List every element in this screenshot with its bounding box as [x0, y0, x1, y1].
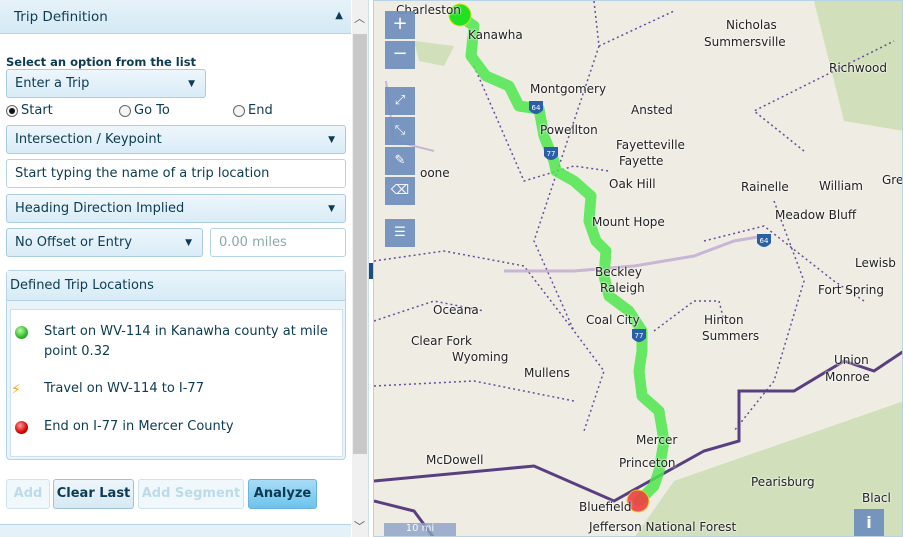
map-label: William: [819, 179, 863, 193]
map-label: Union: [834, 353, 869, 367]
map-label: Oceana: [433, 303, 479, 317]
chevron-down-icon: ▼: [328, 135, 335, 145]
keypoint-select[interactable]: Intersection / Keypoint ▼: [6, 125, 346, 154]
start-marker[interactable]: [448, 3, 472, 27]
green-dot-icon: [15, 326, 28, 339]
map-label: Summersville: [704, 35, 786, 49]
map-label: Hinton: [704, 313, 744, 327]
map-label: Powellton: [540, 123, 598, 137]
map-label: Bluefield: [579, 500, 632, 514]
svg-text:64: 64: [760, 237, 769, 245]
location-input[interactable]: Start typing the name of a trip location: [6, 159, 346, 188]
defined-trip-locations: Defined Trip Locations Start on WV-114 i…: [6, 270, 346, 460]
map-label: Mercer: [636, 433, 678, 447]
map-label: Meadow Bluff: [775, 208, 857, 222]
radio-start[interactable]: Start: [6, 103, 53, 118]
map-label: Raleigh: [600, 281, 645, 295]
scroll-down-icon[interactable]: ﹀: [354, 520, 365, 533]
red-dot-icon: [15, 421, 28, 434]
map-canvas: 64 77 77 64: [374, 1, 902, 536]
interstate-shield-icon: 77: [544, 147, 558, 160]
trip-type-select[interactable]: Enter a Trip ▼: [6, 69, 206, 98]
map-label: Blacl: [862, 491, 891, 505]
svg-text:77: 77: [635, 332, 644, 340]
full-extent-icon[interactable]: ⤢: [385, 87, 415, 115]
map-label: Fayette: [619, 154, 664, 168]
map-label: Rainelle: [741, 180, 789, 194]
interstate-shield-icon: 64: [757, 234, 771, 247]
map-label: Gre: [882, 173, 903, 187]
map-label: Mount Hope: [592, 215, 665, 229]
scrollbar-thumb[interactable]: [353, 34, 367, 454]
select-label: Select an option from the list: [6, 55, 197, 69]
scroll-up-icon[interactable]: ︿: [354, 12, 365, 25]
chevron-down-icon: ▼: [188, 79, 195, 89]
map-label: Pearisburg: [751, 475, 815, 489]
map[interactable]: 64 77 77 64 Charleston Kanawha Nicholas Summer…: [373, 0, 903, 537]
svg-text:64: 64: [532, 104, 541, 112]
trip-route[interactable]: [454, 10, 670, 507]
panel-header[interactable]: Trip Definition ▲: [0, 0, 351, 34]
map-label: Fayetteville: [616, 138, 685, 152]
expand-icon[interactable]: ⤡: [385, 117, 415, 145]
zoom-out-button[interactable]: −: [385, 41, 415, 69]
map-scale: 10 mi: [384, 523, 456, 536]
locations-title: Defined Trip Locations: [7, 271, 345, 301]
map-label: Lewisb: [855, 256, 896, 270]
chevron-down-icon: ▼: [328, 204, 335, 214]
map-label: Montgomery: [530, 82, 607, 96]
state-border: [374, 350, 902, 503]
end-marker[interactable]: [626, 489, 650, 513]
map-label: Kanawha: [468, 28, 523, 42]
map-label: Mullens: [524, 366, 570, 380]
map-label: Beckley: [595, 265, 642, 279]
map-label: oone: [420, 166, 450, 180]
interstate-shield-icon: 77: [632, 329, 646, 342]
interstate-64: [504, 234, 765, 273]
heading-select[interactable]: Heading Direction Implied ▼: [6, 194, 346, 223]
map-label: Fort Spring: [818, 283, 884, 297]
zoom-in-button[interactable]: +: [385, 11, 415, 39]
analyze-button[interactable]: Analyze: [248, 479, 317, 509]
county-borders: [374, 1, 895, 432]
clear-map-icon[interactable]: ⌫: [385, 177, 415, 205]
panel-splitter[interactable]: [369, 263, 373, 279]
panel-title: Trip Definition: [14, 9, 108, 25]
layers-icon[interactable]: ☰: [385, 219, 415, 247]
radio-go-to[interactable]: Go To: [119, 103, 170, 118]
map-label: Ansted: [631, 103, 673, 117]
map-label: Oak Hill: [609, 177, 656, 191]
forest-areas: [414, 1, 902, 536]
draw-map-icon[interactable]: ✎: [385, 147, 415, 175]
map-label: Jefferson National Forest: [589, 520, 737, 534]
chevron-down-icon: ▼: [185, 238, 192, 248]
svg-text:77: 77: [547, 150, 556, 158]
offset-miles-input[interactable]: 0.00 miles: [210, 228, 346, 257]
collapse-icon[interactable]: ▲: [335, 10, 343, 21]
map-label: Monroe: [825, 370, 870, 384]
add-segment-button[interactable]: Add Segment: [138, 479, 244, 509]
clear-last-button[interactable]: Clear Last: [53, 479, 134, 509]
info-button[interactable]: i: [854, 509, 884, 536]
map-label: McDowell: [426, 453, 484, 467]
add-button[interactable]: Add: [6, 479, 50, 509]
map-label: Wyoming: [452, 350, 509, 364]
interstate-shield-icon: 64: [529, 101, 543, 114]
map-label: Richwood: [829, 61, 887, 75]
travel-route-icon: ⚡: [11, 382, 21, 398]
offset-select[interactable]: No Offset or Entry ▼: [6, 228, 203, 257]
trip-definition-panel: Trip Definition ▲ Select an option from t…: [0, 0, 369, 537]
map-label: Summers: [702, 329, 760, 343]
map-label: Nicholas: [726, 18, 777, 32]
panel-scrollbar[interactable]: ︿ ﹀: [352, 0, 368, 537]
map-label: Princeton: [619, 456, 676, 470]
panel-footer: [0, 524, 351, 537]
map-label: Clear Fork: [411, 334, 472, 348]
map-label: Coal City: [586, 313, 640, 327]
radio-end[interactable]: End: [233, 103, 273, 118]
